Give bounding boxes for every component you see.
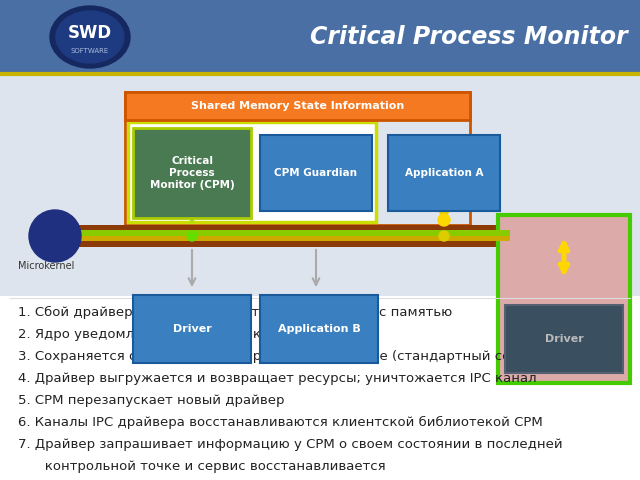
Ellipse shape bbox=[439, 231, 449, 241]
Bar bbox=[0, 76, 640, 296]
Ellipse shape bbox=[56, 11, 124, 63]
Text: 7. Драйвер запрашивает информацию у CPM о своем состоянии в последней: 7. Драйвер запрашивает информацию у CPM … bbox=[18, 438, 563, 451]
Bar bbox=[388, 135, 500, 211]
Text: Microkernel: Microkernel bbox=[18, 261, 74, 271]
Bar bbox=[125, 92, 470, 120]
Text: SOFTWARE: SOFTWARE bbox=[71, 48, 109, 54]
Ellipse shape bbox=[187, 231, 197, 241]
Bar bbox=[0, 0, 640, 74]
Bar bbox=[133, 295, 251, 363]
Bar bbox=[128, 122, 376, 222]
Ellipse shape bbox=[438, 214, 450, 226]
Text: CPM Guardian: CPM Guardian bbox=[275, 168, 358, 178]
Text: Driver: Driver bbox=[545, 334, 584, 344]
Text: Application B: Application B bbox=[278, 324, 360, 334]
Bar bbox=[498, 215, 630, 383]
Text: Driver: Driver bbox=[173, 324, 211, 334]
Ellipse shape bbox=[50, 6, 130, 68]
Bar bbox=[505, 305, 623, 373]
Text: 5. CPM перезапускает новый драйвер: 5. CPM перезапускает новый драйвер bbox=[18, 394, 285, 407]
Text: Critical
Process
Monitor (CPM): Critical Process Monitor (CPM) bbox=[150, 156, 234, 190]
Bar bbox=[40, 230, 510, 236]
Bar bbox=[260, 295, 378, 363]
Bar bbox=[260, 135, 372, 211]
Text: 6. Каналы IPC драйвера восстанавливаются клиентской библиотекой CPM: 6. Каналы IPC драйвера восстанавливаются… bbox=[18, 416, 543, 429]
Bar bbox=[40, 225, 510, 247]
Text: 2. Ядро уведомляет CPM об ошибке: 2. Ядро уведомляет CPM об ошибке bbox=[18, 328, 269, 341]
Text: контрольной точке и сервис восстанавливается: контрольной точке и сервис восстанавлива… bbox=[32, 460, 386, 473]
Bar bbox=[133, 128, 251, 218]
Text: 3. Сохраняется отладочная информация о процессе (стандартный core файл): 3. Сохраняется отладочная информация о п… bbox=[18, 350, 570, 363]
Text: SWD: SWD bbox=[68, 24, 112, 42]
Bar bbox=[40, 236, 510, 241]
Ellipse shape bbox=[44, 225, 66, 247]
Text: Critical Process Monitor: Critical Process Monitor bbox=[310, 25, 628, 49]
Bar bbox=[125, 92, 470, 225]
Text: Shared Memory State Information: Shared Memory State Information bbox=[191, 101, 404, 111]
Ellipse shape bbox=[29, 210, 81, 262]
Text: 4. Драйвер выгружается и возвращает ресурсы; уничтожается IPC канал: 4. Драйвер выгружается и возвращает ресу… bbox=[18, 372, 536, 385]
Text: 1. Сбой драйвера из-за некорректного обращения с памятью: 1. Сбой драйвера из-за некорректного обр… bbox=[18, 306, 452, 319]
Text: Application A: Application A bbox=[404, 168, 483, 178]
Ellipse shape bbox=[37, 218, 73, 254]
